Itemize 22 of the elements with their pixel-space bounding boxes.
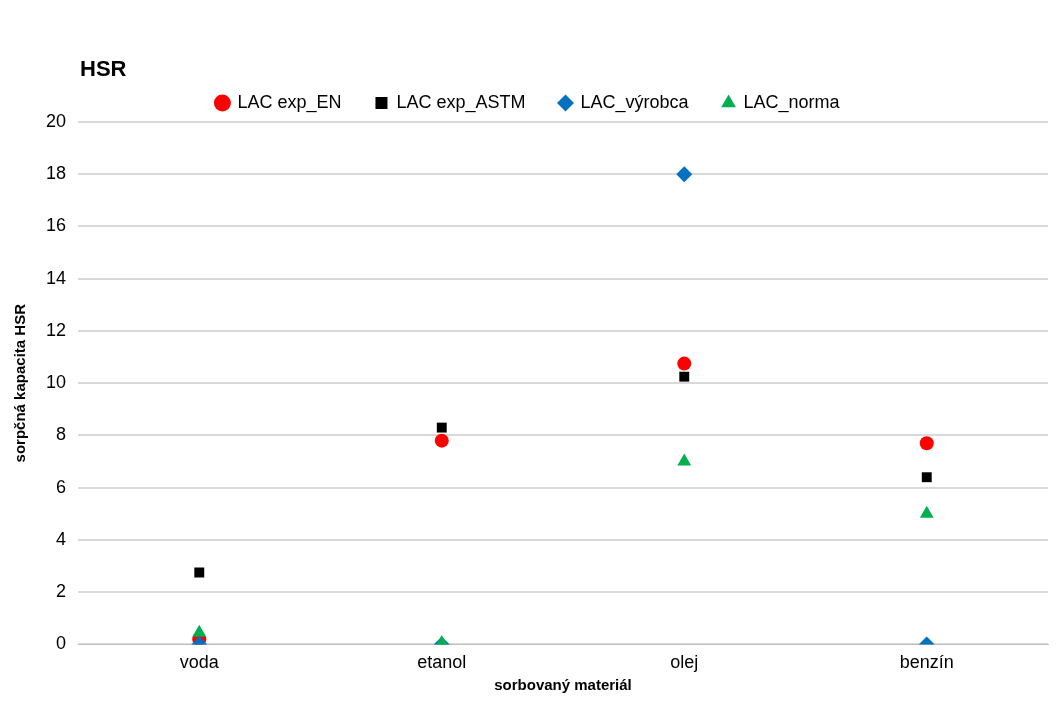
x-tick-label: benzín (899, 652, 954, 673)
x-tick-label: voda (179, 652, 220, 673)
y-tick-label: 12 (45, 319, 67, 340)
y-tick-label: 16 (45, 215, 67, 236)
y-axis-title: sorpčná kapacita HSR (11, 303, 29, 463)
y-tick-label: 14 (45, 267, 67, 288)
y-tick-label: 2 (56, 581, 67, 602)
legend-label: LAC exp_EN (237, 91, 342, 113)
y-tick-label: 8 (56, 424, 67, 445)
y-tick-label: 0 (56, 633, 67, 654)
legend-label: LAC exp_ASTM (396, 91, 526, 113)
y-tick-label: 20 (45, 110, 67, 131)
y-tick-label: 4 (56, 528, 67, 549)
x-axis-title: sorbovaný materiál (494, 676, 632, 694)
x-tick-label: etanol (417, 652, 467, 673)
chart-title: HSR (80, 56, 127, 82)
legend-label: LAC_norma (743, 91, 841, 113)
x-tick-label: olej (670, 652, 699, 673)
legend-label: LAC_výrobca (580, 91, 690, 113)
y-tick-label: 10 (45, 372, 67, 393)
y-tick-label: 18 (45, 163, 67, 184)
y-tick-label: 6 (56, 476, 67, 497)
